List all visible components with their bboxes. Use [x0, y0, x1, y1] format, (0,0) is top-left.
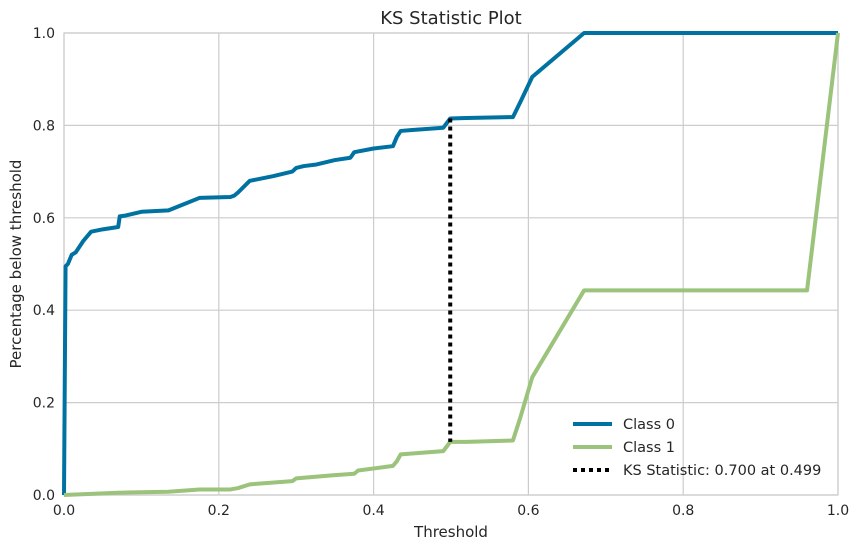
x-tick-label: 0.8 [672, 503, 694, 519]
y-tick-label: 0.6 [33, 211, 55, 227]
legend-label-class-0: Class 0 [623, 417, 675, 433]
x-axis-label: Threshold [413, 523, 488, 541]
y-tick-label: 0.8 [33, 118, 55, 134]
y-tick-label: 0.2 [33, 396, 55, 412]
series-layer [62, 31, 840, 497]
x-tick-label: 0.2 [208, 503, 230, 519]
legend-label-ks-statistic: KS Statistic: 0.700 at 0.499 [623, 463, 821, 479]
y-axis-label: Percentage below threshold [7, 160, 25, 369]
x-tick-label: 0.6 [517, 503, 539, 519]
legend-label-class-1: Class 1 [623, 440, 675, 456]
x-tick-label: 0.0 [53, 503, 75, 519]
series-line-class-0 [62, 31, 838, 496]
x-tick-labels: 0.0 0.2 0.4 0.6 0.8 1.0 [53, 503, 849, 519]
x-tick-label: 0.4 [362, 503, 384, 519]
x-tick-label: 1.0 [827, 503, 849, 519]
series-line-class-1 [63, 32, 840, 497]
y-tick-label: 0.4 [33, 303, 55, 319]
plot-frame [63, 32, 839, 496]
chart-title: KS Statistic Plot [380, 8, 522, 29]
y-tick-label: 1.0 [33, 26, 55, 42]
y-tick-label: 0.0 [33, 488, 55, 504]
legend: Class 0 Class 1 KS Statistic: 0.700 at 0… [573, 417, 821, 479]
y-tick-labels: 0.0 0.2 0.4 0.6 0.8 1.0 [33, 26, 55, 504]
